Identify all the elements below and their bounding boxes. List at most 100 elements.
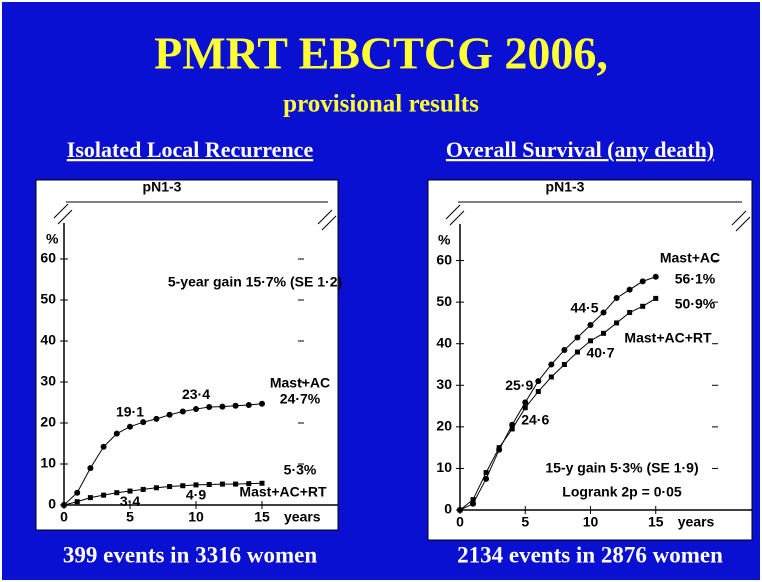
point [522,399,529,406]
y-tick-label: 60 [40,250,56,266]
point [127,488,133,494]
series-line [63,482,263,506]
value-label: 4·9 [186,487,206,503]
value-label: 23·4 [182,386,210,402]
point [166,411,173,418]
point [509,426,515,432]
point [259,400,265,407]
point [153,415,160,422]
point [574,349,580,355]
plot-box [35,179,339,531]
point [193,406,199,413]
x-tick-label: 15 [254,509,270,525]
point [626,286,633,293]
point [483,470,489,476]
y-tick-label: 40 [436,334,452,350]
point [522,405,528,411]
value-label: 44·5 [570,300,598,316]
point [180,483,186,489]
series-name: Mast+AC [270,375,330,391]
value-label: 24·6 [521,411,549,427]
annotation: Logrank 2p = 0·05 [562,484,682,500]
x-tick-label: 5 [126,509,134,525]
point [259,480,265,486]
point [167,484,173,490]
point [574,334,581,341]
point [61,502,67,508]
point [153,485,159,491]
end-label: 5·3% [284,462,317,478]
slide-title: PMRT EBCTCG 2006, [154,28,608,79]
point [206,404,213,411]
point [232,402,239,409]
point [587,322,594,329]
chart-title: pN1-3 [546,179,585,195]
point [457,507,463,513]
y-tick-label: 50 [40,291,56,307]
x-tick-label: 5 [521,514,529,530]
annotation: 5-year gain 15·7% (SE 1·2) [168,274,342,290]
series-name: Mast+AC [660,250,720,266]
point [179,408,186,415]
point [101,492,107,498]
series-line [459,297,657,511]
point [193,482,199,488]
slide-subtitle: provisional results [283,91,479,118]
y-tick-label: 60 [436,251,452,267]
y-axis-label: % [438,232,451,248]
point [588,338,593,344]
point [627,310,633,316]
point [601,330,607,336]
series-name: Mast+AC+RT [239,484,327,500]
point [600,309,607,316]
point [653,295,659,301]
chart-heading: Overall Survival (any death) [446,137,714,162]
point [100,443,107,450]
value-label: 40·7 [586,345,614,361]
point [470,500,477,507]
point [87,465,94,472]
series-name: Mast+AC+RT [624,330,712,346]
point [219,481,225,487]
point [114,490,120,496]
point [245,401,252,408]
annotation: 15-y gain 5·3% (SE 1·9) [545,460,698,476]
point [127,423,133,430]
x-tick-label: 0 [60,509,68,525]
y-tick-label: 50 [436,293,452,309]
value-label: 19·1 [116,403,144,419]
point [470,497,476,503]
x-tick-label: 15 [648,514,664,530]
y-tick-label: 10 [40,455,56,471]
y-tick-label: 0 [444,501,452,517]
point [233,481,239,487]
axis-break [445,204,751,232]
point [74,489,81,496]
y-tick-label: 0 [48,496,56,512]
y-tick-label: 20 [40,414,56,430]
chart-title: pN1-3 [143,179,182,195]
value-label: 25·9 [505,377,533,393]
point [496,445,502,451]
point [614,320,620,326]
x-tick-label: 10 [583,514,599,530]
point [561,362,567,367]
series-line [459,276,656,511]
point [74,499,80,505]
chart-heading: Isolated Local Recurrence [67,137,314,162]
series-line [63,403,263,506]
chart-footer: 399 events in 3316 women [63,542,317,567]
point [535,389,541,395]
x-tick-label: 10 [188,509,204,525]
point [561,346,568,353]
point [535,378,542,385]
y-tick-label: 40 [40,332,56,348]
point [613,294,620,301]
value-label: 3·4 [120,493,140,509]
point [548,374,554,380]
point [219,403,226,410]
end-label: 24·7% [280,391,321,407]
x-axis-label: years [678,514,715,530]
x-tick-label: 0 [456,514,464,530]
end-label: 56·1% [675,271,716,287]
